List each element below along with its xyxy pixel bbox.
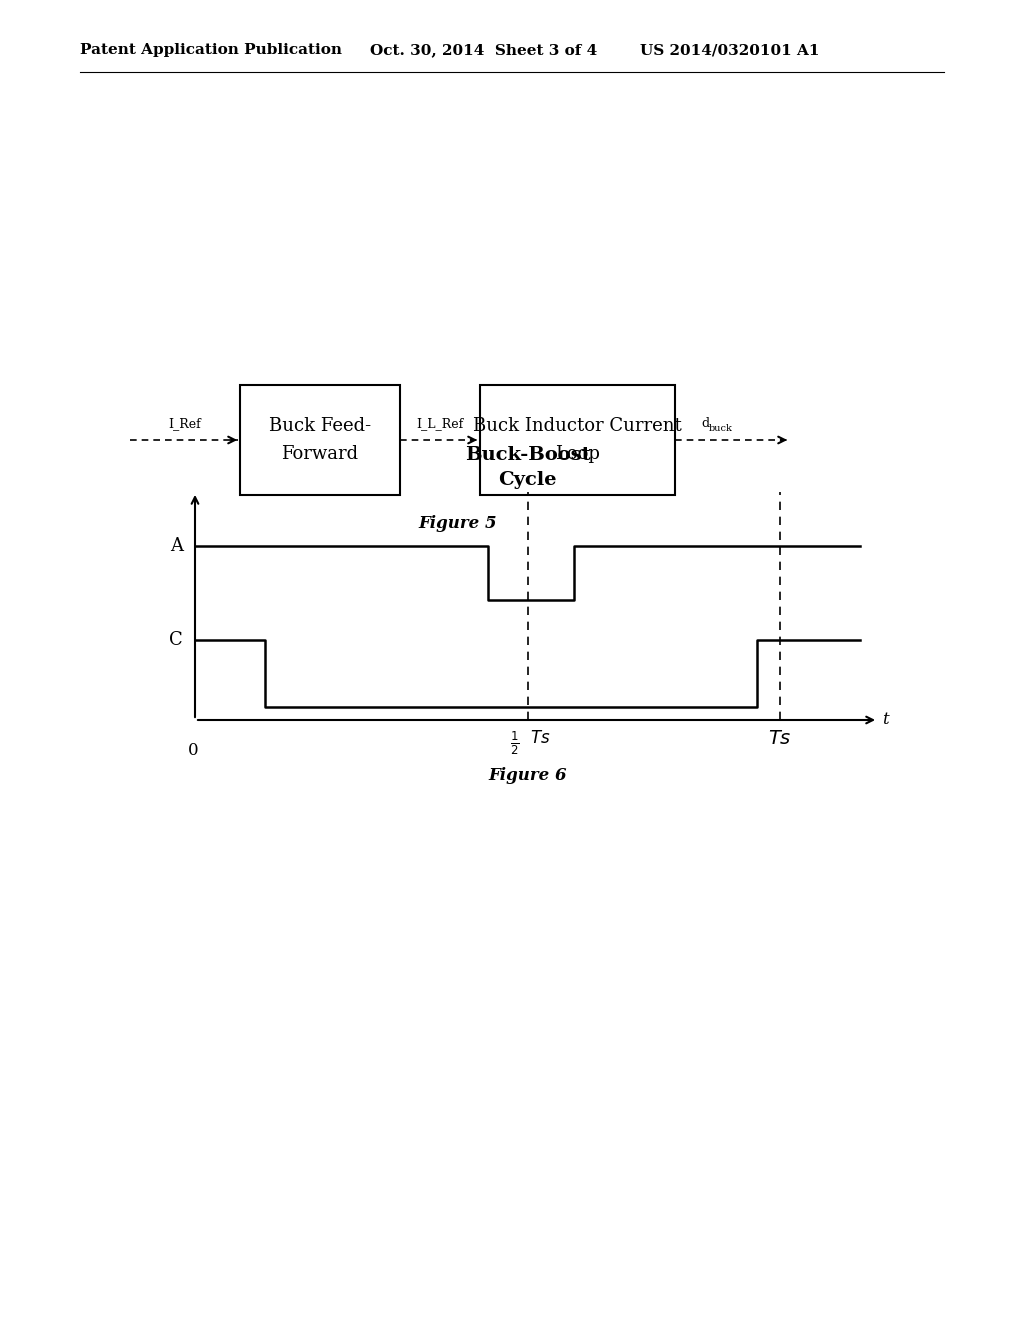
Text: US 2014/0320101 A1: US 2014/0320101 A1 [640, 44, 819, 57]
Text: Buck Feed-: Buck Feed- [269, 417, 371, 436]
Text: 0: 0 [187, 742, 199, 759]
Text: Cycle: Cycle [499, 471, 557, 488]
Text: Oct. 30, 2014  Sheet 3 of 4: Oct. 30, 2014 Sheet 3 of 4 [370, 44, 597, 57]
Text: $\frac{1}{2}$: $\frac{1}{2}$ [510, 730, 519, 758]
Text: I_L_Ref: I_L_Ref [417, 417, 464, 430]
Text: Buck-Boost: Buck-Boost [465, 446, 590, 465]
Text: C: C [169, 631, 183, 649]
Text: I_Ref: I_Ref [169, 417, 202, 430]
Text: A: A [170, 537, 183, 554]
Text: $Ts$: $Ts$ [529, 730, 550, 747]
Text: Patent Application Publication: Patent Application Publication [80, 44, 342, 57]
Text: d: d [701, 417, 709, 430]
Text: Figure 5: Figure 5 [418, 515, 497, 532]
Text: Figure 6: Figure 6 [488, 767, 567, 784]
Text: Forward: Forward [282, 445, 358, 463]
Bar [480, 385, 675, 495]
Text: t: t [882, 711, 889, 729]
Text: Loop: Loop [555, 445, 600, 463]
Text: buck: buck [709, 424, 732, 433]
Text: Buck Inductor Current: Buck Inductor Current [473, 417, 682, 436]
Text: $Ts$: $Ts$ [768, 730, 792, 748]
Bar [240, 385, 400, 495]
